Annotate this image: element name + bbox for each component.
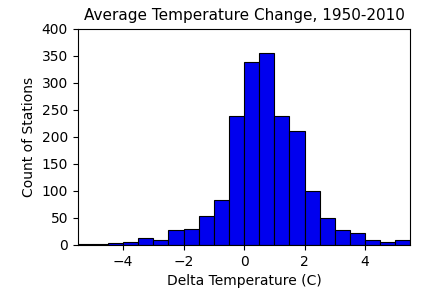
- Bar: [395, 240, 410, 245]
- Bar: [350, 233, 365, 245]
- Bar: [380, 242, 395, 245]
- Bar: [93, 244, 108, 245]
- Bar: [184, 229, 199, 245]
- Bar: [289, 131, 305, 245]
- Bar: [168, 230, 184, 245]
- X-axis label: Delta Temperature (C): Delta Temperature (C): [167, 274, 321, 288]
- Bar: [78, 244, 93, 245]
- Bar: [244, 62, 259, 245]
- Bar: [365, 240, 380, 245]
- Bar: [214, 200, 229, 245]
- Title: Average Temperature Change, 1950-2010: Average Temperature Change, 1950-2010: [84, 8, 404, 23]
- Bar: [335, 230, 350, 245]
- Bar: [199, 216, 214, 245]
- Bar: [259, 53, 274, 245]
- Y-axis label: Count of Stations: Count of Stations: [22, 77, 36, 197]
- Bar: [108, 243, 123, 245]
- Bar: [305, 191, 320, 245]
- Bar: [138, 238, 153, 245]
- Bar: [320, 218, 335, 245]
- Bar: [153, 240, 168, 245]
- Bar: [123, 242, 138, 245]
- Bar: [274, 116, 289, 245]
- Bar: [229, 116, 244, 245]
